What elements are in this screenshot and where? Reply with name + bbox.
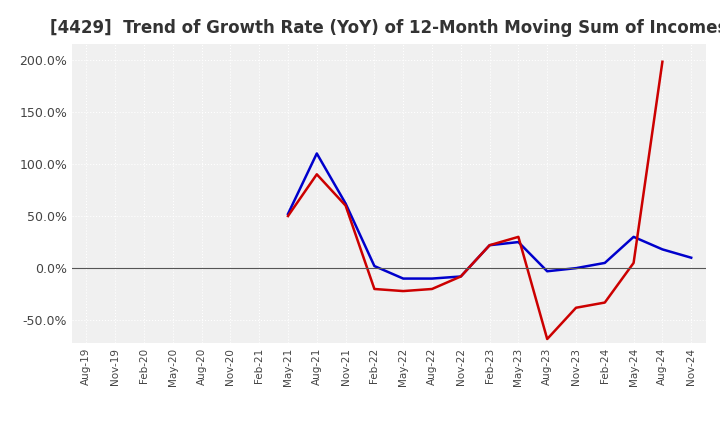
Ordinary Income Growth Rate bbox=[485, 242, 494, 248]
Ordinary Income Growth Rate bbox=[572, 265, 580, 271]
Line: Ordinary Income Growth Rate: Ordinary Income Growth Rate bbox=[288, 154, 691, 279]
Legend: Ordinary Income Growth Rate, Net Income Growth Rate: Ordinary Income Growth Rate, Net Income … bbox=[160, 439, 618, 440]
Net Income Growth Rate bbox=[456, 274, 465, 279]
Ordinary Income Growth Rate bbox=[629, 234, 638, 239]
Ordinary Income Growth Rate bbox=[370, 264, 379, 269]
Net Income Growth Rate bbox=[428, 286, 436, 292]
Ordinary Income Growth Rate bbox=[312, 151, 321, 156]
Ordinary Income Growth Rate bbox=[687, 255, 696, 260]
Net Income Growth Rate bbox=[629, 260, 638, 266]
Line: Net Income Growth Rate: Net Income Growth Rate bbox=[288, 62, 662, 339]
Net Income Growth Rate bbox=[514, 234, 523, 239]
Ordinary Income Growth Rate bbox=[514, 239, 523, 245]
Net Income Growth Rate bbox=[341, 203, 350, 208]
Net Income Growth Rate bbox=[543, 337, 552, 342]
Net Income Growth Rate bbox=[572, 305, 580, 310]
Ordinary Income Growth Rate bbox=[284, 211, 292, 216]
Ordinary Income Growth Rate bbox=[399, 276, 408, 281]
Ordinary Income Growth Rate bbox=[341, 201, 350, 206]
Title: [4429]  Trend of Growth Rate (YoY) of 12-Month Moving Sum of Incomes: [4429] Trend of Growth Rate (YoY) of 12-… bbox=[50, 19, 720, 37]
Net Income Growth Rate bbox=[284, 213, 292, 219]
Net Income Growth Rate bbox=[312, 172, 321, 177]
Net Income Growth Rate bbox=[399, 289, 408, 294]
Ordinary Income Growth Rate bbox=[456, 274, 465, 279]
Net Income Growth Rate bbox=[370, 286, 379, 292]
Net Income Growth Rate bbox=[485, 242, 494, 248]
Ordinary Income Growth Rate bbox=[658, 247, 667, 252]
Ordinary Income Growth Rate bbox=[543, 269, 552, 274]
Net Income Growth Rate bbox=[658, 59, 667, 64]
Ordinary Income Growth Rate bbox=[428, 276, 436, 281]
Net Income Growth Rate bbox=[600, 300, 609, 305]
Ordinary Income Growth Rate bbox=[600, 260, 609, 266]
